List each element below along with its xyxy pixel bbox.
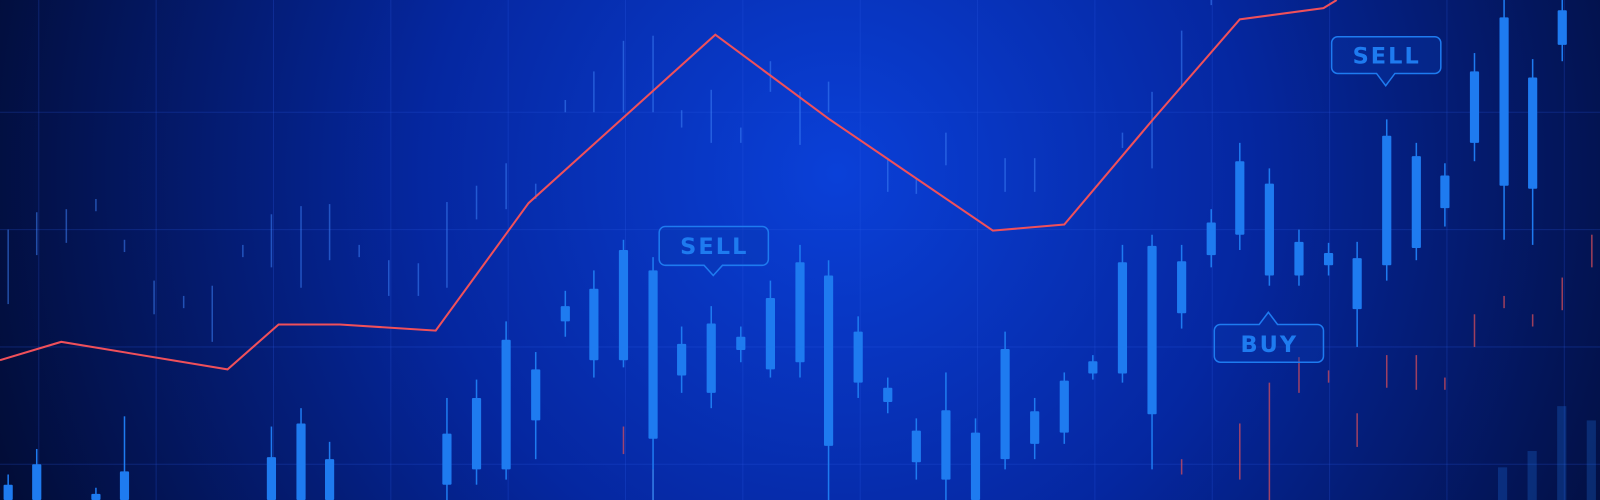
candle-body [648, 270, 658, 439]
candle-body [1323, 253, 1334, 266]
candle-body [560, 306, 570, 322]
candle-body [501, 339, 511, 470]
candle-body [442, 433, 452, 485]
candle-body [911, 430, 921, 463]
candle-body [91, 493, 101, 500]
candle-body [531, 369, 541, 421]
candle-body [970, 432, 981, 500]
volume-bar [1586, 420, 1596, 500]
buy-label: BUY [1241, 332, 1299, 358]
candle-body [1059, 380, 1069, 433]
candle-body [1411, 156, 1421, 248]
candle-body [3, 484, 13, 500]
candle-body [1147, 245, 1157, 415]
sell-tag-right: SELL [1330, 35, 1442, 87]
candle-body [1235, 161, 1245, 235]
candle-body [1206, 222, 1216, 256]
buy-tag: BUY [1213, 310, 1325, 364]
sell-label: SELL [1353, 43, 1421, 69]
candle-body [1469, 71, 1480, 143]
volume-bar [1497, 467, 1508, 500]
candle-body [1557, 10, 1567, 45]
volume-bar [1527, 451, 1537, 500]
candle-body [677, 343, 687, 376]
candle-body [1000, 348, 1010, 460]
candle-body [1440, 175, 1450, 209]
candle-body [1528, 77, 1538, 189]
candle-body [736, 336, 746, 350]
candle-body [823, 275, 834, 446]
candlesticks [3, 0, 1567, 500]
candle-body [1382, 135, 1392, 266]
volume-bars [1497, 406, 1596, 500]
volume-bar [1557, 406, 1567, 500]
candle-body [883, 387, 893, 403]
candle-body [1264, 183, 1274, 276]
candle-body [32, 464, 42, 500]
candle-body [1294, 241, 1304, 276]
candle-body [1177, 261, 1187, 314]
sell-label: SELL [680, 234, 748, 260]
candle-body [941, 410, 951, 480]
candle-body [618, 250, 629, 361]
candle-body [765, 297, 775, 370]
candle-body [1117, 262, 1128, 374]
candle-body [119, 471, 130, 500]
candle-body [325, 459, 335, 500]
candle-body [589, 288, 599, 361]
candle-body [706, 323, 716, 393]
candle-body [1352, 258, 1362, 310]
candle-body [266, 457, 277, 500]
candle-body [1088, 361, 1098, 374]
candle-body [795, 262, 805, 363]
candle-body [1030, 411, 1040, 444]
trend-line [0, 0, 1338, 371]
sell-tag-center: SELL [658, 225, 770, 277]
candle-body [1499, 17, 1509, 186]
candle-body [296, 423, 306, 500]
faint-wicks [7, 0, 1212, 342]
candle-body [853, 331, 863, 383]
candle-body [471, 397, 482, 470]
